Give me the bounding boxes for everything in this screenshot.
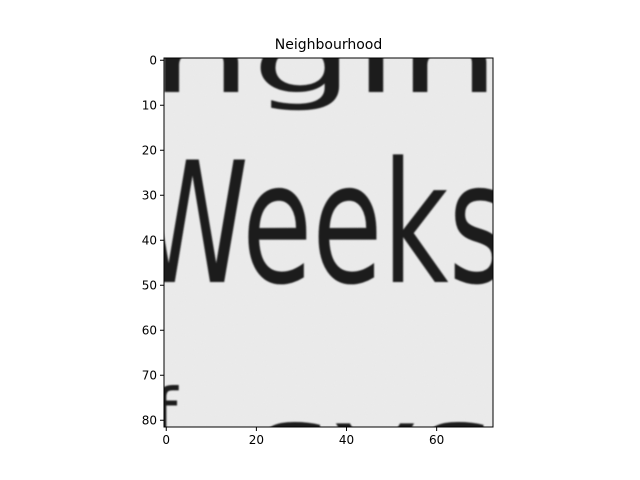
y-tick-label: 0 <box>149 53 157 67</box>
y-tick-label: 30 <box>142 188 157 202</box>
x-axis: 0 20 40 60 <box>162 427 444 447</box>
middle-word: Weeks <box>136 126 508 322</box>
y-tick-label: 60 <box>142 323 157 337</box>
y-tick-label: 50 <box>142 278 157 292</box>
upper-text-fragment: ngin <box>150 10 500 113</box>
y-tick-label: 80 <box>142 413 157 427</box>
x-tick-label: 20 <box>249 433 264 447</box>
y-tick-label: 10 <box>142 98 157 112</box>
chart-title: Neighbourhood <box>275 37 382 53</box>
y-tick-label: 70 <box>142 368 157 382</box>
y-axis: 0 10 20 30 40 50 60 70 80 <box>142 53 164 427</box>
image-content: ngin Weeks sys f <box>136 10 508 480</box>
x-tick-label: 60 <box>429 433 444 447</box>
y-tick-label: 20 <box>142 143 157 157</box>
x-tick-label: 0 <box>162 433 170 447</box>
x-tick-label: 40 <box>339 433 354 447</box>
y-tick-label: 40 <box>142 233 157 247</box>
lower-text-fragment: sys <box>255 385 495 480</box>
